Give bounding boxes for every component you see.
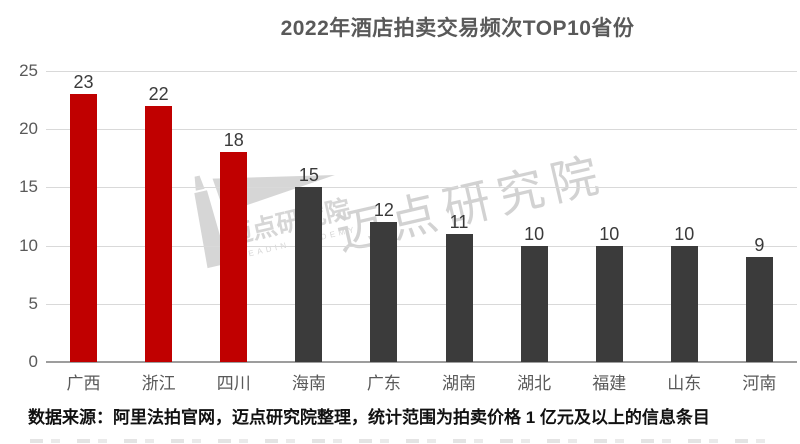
clipped-text-row xyxy=(30,439,770,443)
bar-slot: 15 xyxy=(271,71,346,362)
gridline xyxy=(46,245,797,247)
x-tick-label: 海南 xyxy=(291,374,326,393)
y-tick-label: 5 xyxy=(28,293,38,313)
y-tick-label: 10 xyxy=(19,235,38,255)
gridline xyxy=(46,71,797,72)
bars: 23 22 18 15 12 11 10 10 10 9 xyxy=(46,71,797,362)
bar-湖南 xyxy=(445,233,473,362)
bar-value-label: 10 xyxy=(524,223,545,244)
bar-广东 xyxy=(370,222,398,362)
bar-slot: 23 xyxy=(46,71,121,362)
bar-value-label: 23 xyxy=(73,72,94,93)
bar-value-label: 11 xyxy=(449,211,469,232)
x-axis-labels: 广西 浙江 四川 海南 广东 湖南 湖北 福建 山东 河南 xyxy=(46,369,797,394)
y-tick-label: 20 xyxy=(19,119,38,139)
x-tick-label: 河南 xyxy=(742,374,777,393)
x-tick-label: 广东 xyxy=(366,374,401,393)
x-tick-label: 四川 xyxy=(216,374,251,393)
bar-value-label: 9 xyxy=(754,235,765,256)
bar-海南 xyxy=(295,187,323,362)
y-tick-label: 0 xyxy=(28,352,38,371)
x-tick-label: 湖北 xyxy=(517,374,552,393)
bar-value-label: 22 xyxy=(148,83,169,104)
bar-slot: 11 xyxy=(421,71,496,362)
bar-四川 xyxy=(220,152,248,362)
gridline xyxy=(46,303,797,305)
bar-广西 xyxy=(70,94,98,362)
bar-slot: 22 xyxy=(121,71,196,362)
bar-value-label: 10 xyxy=(674,223,695,244)
bar-slot: 18 xyxy=(196,71,271,362)
x-tick-label: 浙江 xyxy=(141,374,176,393)
data-source-note: 数据来源：阿里法拍官网，迈点研究院整理，统计范围为拍卖价格 1 亿元及以上的信息… xyxy=(28,408,710,427)
x-axis-line xyxy=(46,361,797,363)
bar-value-label: 15 xyxy=(298,165,319,186)
gridline xyxy=(46,129,797,131)
bar-slot: 10 xyxy=(647,71,722,362)
bar-浙江 xyxy=(145,105,173,362)
x-tick-label: 湖南 xyxy=(442,374,477,393)
bar-value-label: 10 xyxy=(599,223,620,244)
bar-value-label: 12 xyxy=(373,200,394,221)
bar-山东 xyxy=(670,245,698,362)
x-tick-label: 广西 xyxy=(66,374,101,393)
y-tick-label: 15 xyxy=(19,177,38,197)
y-tick-label: 25 xyxy=(19,61,38,80)
bar-河南 xyxy=(745,257,773,362)
chart-title: 2022年酒店拍卖交易频次TOP10省份 xyxy=(280,17,635,40)
bar-福建 xyxy=(595,245,623,362)
bar-value-label: 18 xyxy=(223,130,244,151)
x-tick-label: 福建 xyxy=(592,374,627,393)
bar-slot: 10 xyxy=(497,71,572,362)
bar-湖北 xyxy=(520,245,548,362)
bar-slot: 10 xyxy=(572,71,647,362)
bar-slot: 12 xyxy=(346,71,421,362)
gridline xyxy=(46,187,797,189)
x-tick-label: 山东 xyxy=(667,374,702,393)
bar-slot: 9 xyxy=(722,71,797,362)
